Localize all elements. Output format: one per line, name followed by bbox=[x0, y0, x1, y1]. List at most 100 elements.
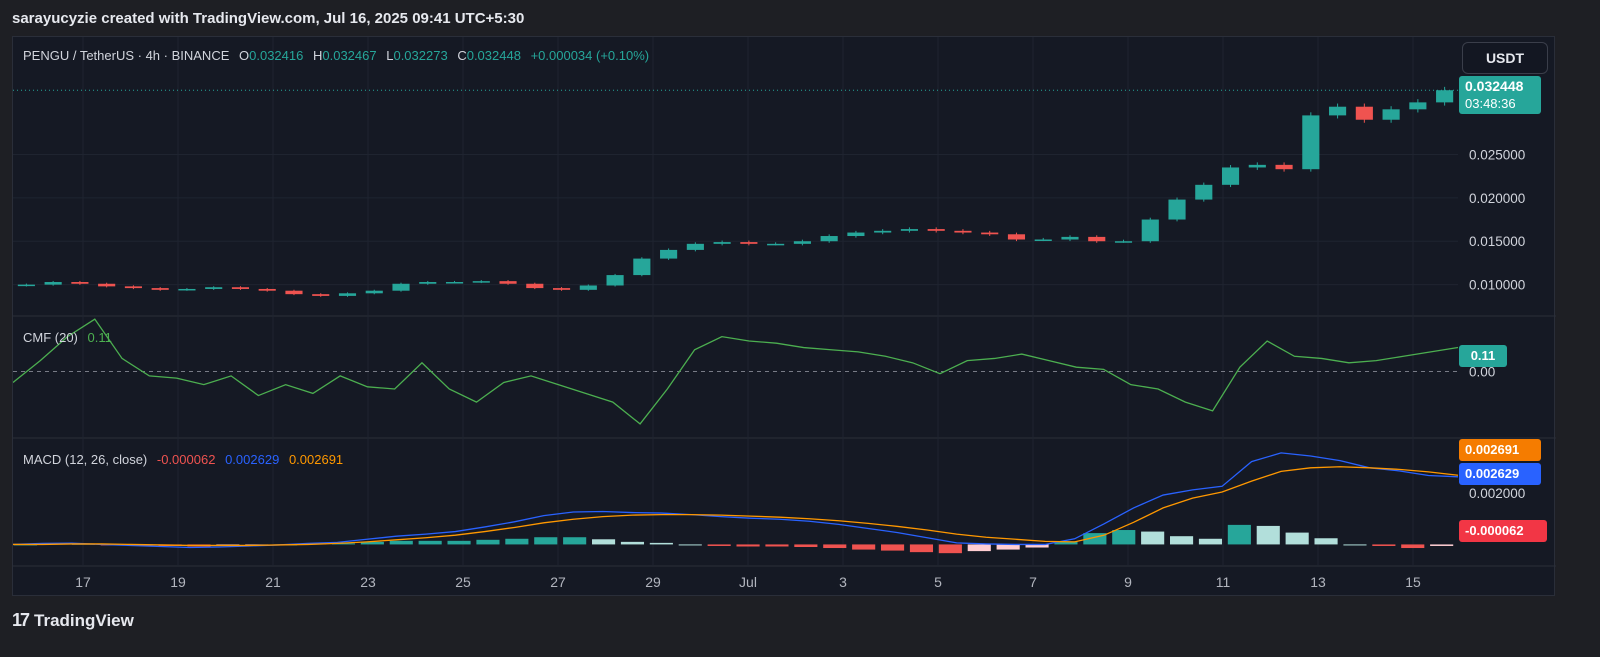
macd-hist-badge: -0.000062 bbox=[1459, 520, 1547, 542]
symbol-title[interactable]: PENGU / TetherUS · 4h · BINANCE bbox=[23, 48, 230, 63]
macd-histogram-bar bbox=[1314, 538, 1338, 545]
candle-body bbox=[1275, 164, 1293, 170]
macd-histogram-bar bbox=[1025, 544, 1049, 548]
chart-frame[interactable]: 17 19 21 23 25 27 29 Jul 3 5 7 9 11 13 15 0.010000 0.015… bbox=[12, 36, 1556, 597]
cmf-legend[interactable]: CMF (20) 0.11 bbox=[23, 330, 118, 345]
candle-body bbox=[98, 283, 116, 287]
x-tick-label: 11 bbox=[1216, 574, 1231, 590]
macd-signal-line bbox=[13, 466, 1459, 547]
candle-body bbox=[660, 249, 678, 259]
candle-body bbox=[606, 275, 624, 286]
macd-histogram-bar bbox=[649, 542, 673, 545]
candle-body bbox=[954, 230, 972, 233]
y-tick-label: 0.015000 bbox=[1469, 234, 1525, 249]
macd-histogram-bar bbox=[707, 544, 731, 546]
macd-line-value: 0.002629 bbox=[225, 452, 280, 467]
candle-body bbox=[44, 282, 62, 285]
candle-body bbox=[740, 242, 758, 244]
candle-body bbox=[1409, 102, 1427, 110]
candle-body bbox=[900, 229, 918, 231]
tradingview-brand: TradingView bbox=[34, 610, 134, 630]
y-tick-label: 0.025000 bbox=[1469, 147, 1525, 162]
candle-body bbox=[1114, 241, 1133, 243]
macd-histogram-bar bbox=[476, 539, 500, 545]
macd-histogram-bar bbox=[1372, 544, 1396, 546]
x-tick-label: 13 bbox=[1310, 574, 1326, 590]
price-legend: PENGU / TetherUS · 4h · BINANCE O0.03241… bbox=[23, 48, 655, 63]
macd-histogram-bar bbox=[909, 544, 934, 553]
candle-body bbox=[1061, 236, 1079, 240]
low-label: L bbox=[386, 48, 394, 63]
open-label: O bbox=[239, 48, 250, 63]
candle-body bbox=[713, 242, 731, 244]
candle-body bbox=[1168, 199, 1186, 220]
candle-body bbox=[285, 290, 303, 295]
macd-histogram-bar bbox=[1401, 544, 1425, 549]
x-tick-label: 9 bbox=[1124, 574, 1132, 590]
x-tick-label: 5 bbox=[934, 574, 942, 590]
candle-body bbox=[178, 288, 196, 291]
chart-canvas[interactable]: 17 19 21 23 25 27 29 Jul 3 5 7 9 11 13 15 0.010000 0.015… bbox=[13, 37, 1556, 597]
currency-button[interactable]: USDT bbox=[1462, 42, 1548, 74]
macd-legend[interactable]: MACD (12, 26, close) -0.000062 0.002629 … bbox=[23, 452, 349, 467]
x-tick-label: 27 bbox=[550, 574, 566, 590]
candle-body bbox=[1034, 239, 1052, 241]
high-label: H bbox=[312, 48, 323, 63]
macd-line-badge: 0.002629 bbox=[1459, 463, 1541, 485]
macd-histogram-bar bbox=[678, 544, 702, 546]
macd-histogram-bar bbox=[1198, 538, 1223, 545]
macd-signal-value: 0.002691 bbox=[288, 452, 344, 467]
macd-histogram-bar bbox=[967, 544, 991, 552]
macd-histogram-bar bbox=[505, 538, 529, 545]
macd-histogram-bar bbox=[389, 540, 413, 545]
y-tick-label: 0.010000 bbox=[1469, 278, 1525, 293]
candle-body bbox=[71, 282, 89, 284]
candle-body bbox=[17, 284, 35, 287]
candle-body bbox=[633, 258, 651, 276]
last-price-badge: 0.032448 03:48:36 bbox=[1459, 76, 1541, 114]
candle-body bbox=[981, 232, 999, 235]
x-tick-label: 25 bbox=[455, 574, 471, 590]
candle-body bbox=[1329, 106, 1347, 116]
last-price-value: 0.032448 bbox=[1465, 78, 1524, 94]
change-value: +0.000034 (+0.10%) bbox=[530, 48, 650, 63]
candle-body bbox=[1141, 219, 1159, 242]
candle-body bbox=[1302, 115, 1320, 170]
candle-body bbox=[767, 243, 785, 246]
macd-histogram-bar bbox=[881, 544, 905, 551]
x-tick-label: 7 bbox=[1029, 574, 1037, 590]
macd-histogram-bar bbox=[1083, 533, 1107, 545]
candle-body bbox=[419, 282, 437, 284]
candle-body bbox=[365, 290, 383, 294]
tradingview-logo[interactable]: 17 TradingView bbox=[12, 610, 134, 631]
macd-histogram-bar bbox=[360, 541, 384, 545]
x-tick-label: 29 bbox=[645, 574, 661, 590]
macd-hist-value: -0.000062 bbox=[156, 452, 216, 467]
close-value: 0.032448 bbox=[466, 48, 521, 63]
high-value: 0.032467 bbox=[322, 48, 377, 63]
macd-histogram-bar bbox=[447, 540, 471, 545]
y-tick-label: 0.020000 bbox=[1469, 191, 1525, 206]
macd-histogram-bar bbox=[1343, 544, 1367, 546]
candle-body bbox=[579, 285, 597, 290]
macd-histogram-bar bbox=[996, 544, 1020, 550]
candle-body bbox=[1382, 109, 1400, 120]
candle-body bbox=[1195, 184, 1213, 200]
macd-histogram-bar bbox=[331, 543, 356, 545]
macd-histogram-bar bbox=[592, 539, 616, 545]
macd-histogram-bar bbox=[1430, 544, 1454, 546]
macd-histogram-bar bbox=[1227, 524, 1251, 545]
candle-body bbox=[445, 282, 464, 284]
cmf-label: CMF (20) bbox=[23, 330, 78, 345]
candle-body bbox=[1355, 106, 1373, 120]
macd-histogram-bar bbox=[1170, 536, 1194, 545]
candle-body bbox=[499, 281, 517, 284]
cmf-y-tick-label: 0.00 bbox=[1469, 365, 1495, 380]
candle-body bbox=[258, 288, 276, 291]
candle-body bbox=[874, 230, 892, 233]
macd-histogram-bar bbox=[1141, 531, 1165, 545]
cmf-line bbox=[13, 318, 1459, 425]
bar-countdown: 03:48:36 bbox=[1465, 96, 1516, 111]
macd-label: MACD (12, 26, close) bbox=[23, 452, 148, 467]
tradingview-logo-icon: 17 bbox=[12, 610, 30, 630]
